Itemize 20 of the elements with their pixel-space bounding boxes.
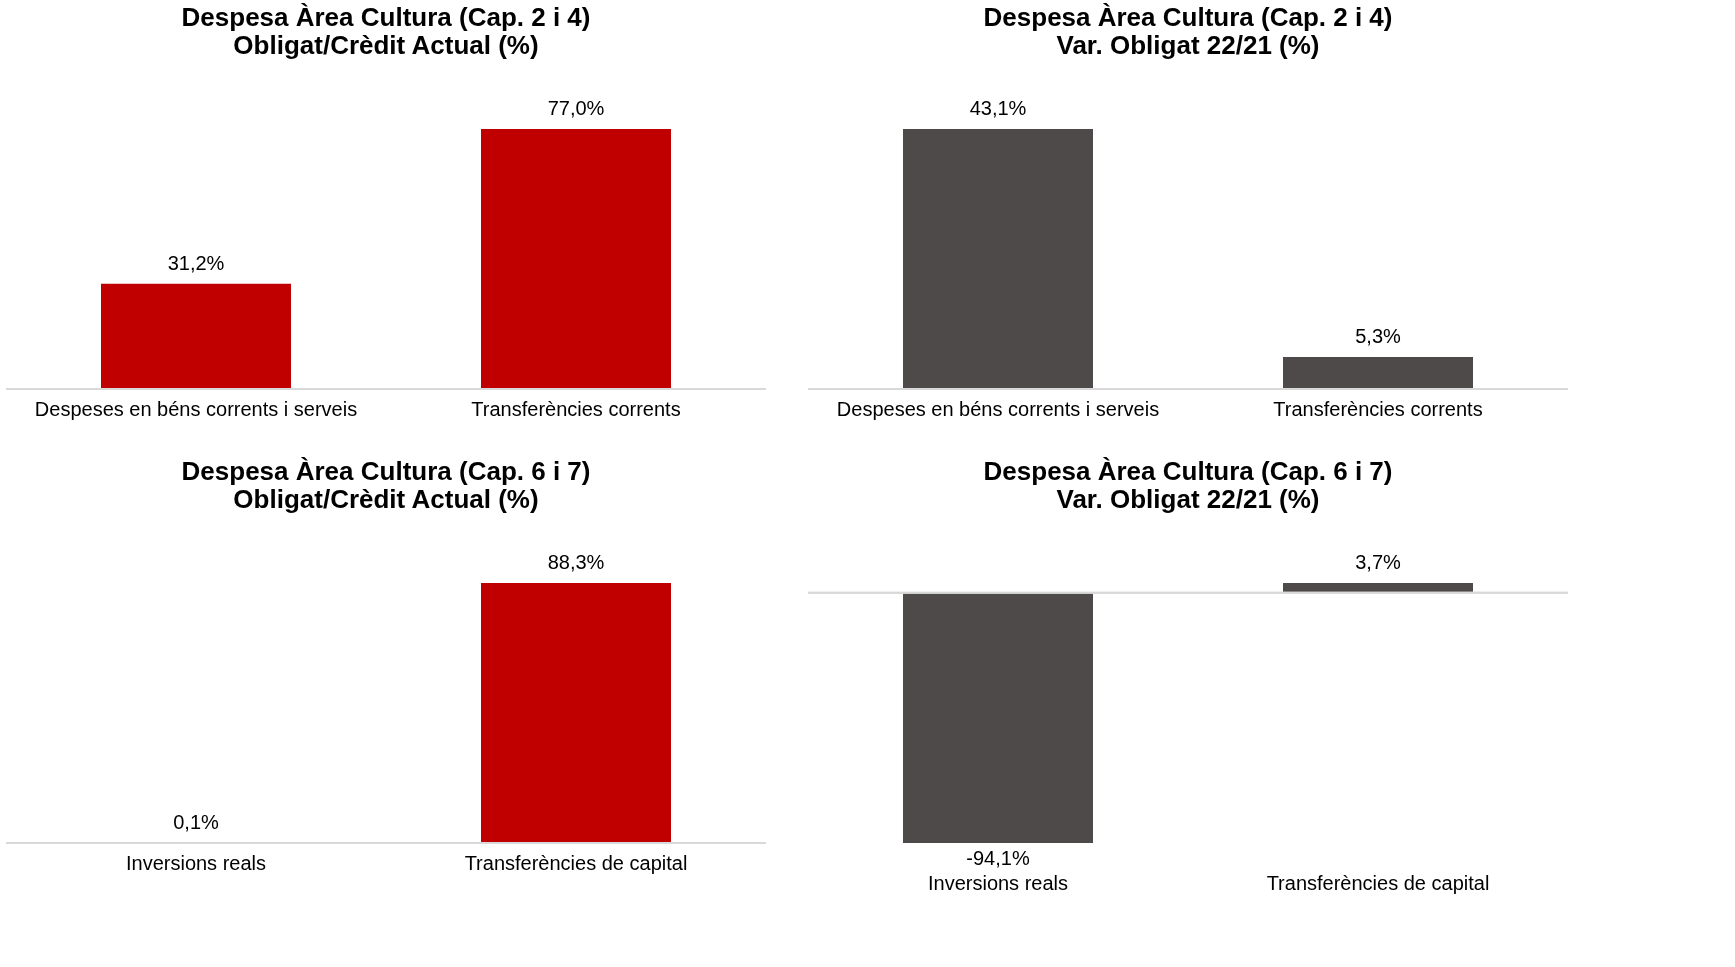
x-tick-label: Despeses en béns corrents i serveis: [34, 397, 358, 420]
x-tick-label: Transferències corrents: [471, 397, 681, 420]
x-tick-label: Transferències de capital: [464, 851, 688, 874]
data-label: 5,3%: [1355, 325, 1402, 348]
x-tick-label: Transferències de capital: [1266, 871, 1490, 894]
x-tick-label: Inversions reals: [927, 871, 1069, 894]
x-tick-label: Transferències corrents: [1273, 397, 1483, 420]
chart-title: Despesa Àrea Cultura (Cap. 6 i 7) Var. Obligat 22/21 (%): [983, 456, 1393, 514]
data-label: -94,1%: [966, 847, 1030, 869]
data-label: 88,3%: [547, 551, 605, 573]
data-label: 43,1%: [969, 97, 1027, 119]
data-label: 31,2%: [167, 251, 225, 274]
x-tick-label: Despeses en béns corrents i serveis: [836, 397, 1160, 420]
chart-title: Despesa Àrea Cultura (Cap. 6 i 7) Obligat/Crèdit Actual (%): [181, 456, 591, 514]
data-label: 3,7%: [1355, 551, 1402, 573]
x-tick-label: Inversions reals: [125, 851, 267, 874]
chart-title: Despesa Àrea Cultura (Cap. 2 i 4) Var. Obligat 22/21 (%): [983, 2, 1393, 60]
data-label: 77,0%: [547, 97, 605, 119]
data-label: 0,1%: [173, 810, 220, 833]
chart-title: Despesa Àrea Cultura (Cap. 2 i 4) Obligat/Crèdit Actual (%): [181, 2, 591, 60]
